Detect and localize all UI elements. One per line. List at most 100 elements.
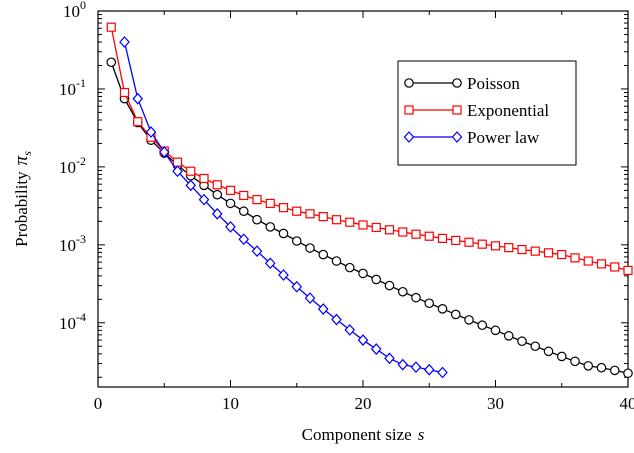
data-point <box>251 245 263 258</box>
data-point <box>145 126 157 138</box>
data-point <box>623 265 633 275</box>
data-point <box>450 309 461 320</box>
data-point <box>410 361 422 373</box>
data-point <box>609 365 620 376</box>
data-point <box>504 243 514 253</box>
legend-label: Poisson <box>467 74 520 93</box>
data-point <box>583 256 593 266</box>
data-point <box>225 198 236 209</box>
data-point <box>490 241 501 251</box>
data-point <box>384 352 395 365</box>
data-point <box>384 280 395 291</box>
data-point <box>517 244 527 255</box>
x-tick-label: 0 <box>94 394 103 413</box>
data-point <box>543 346 554 357</box>
data-point <box>211 207 223 220</box>
data-point <box>186 166 196 176</box>
y-axis-title: Probabilityπs <box>11 151 34 247</box>
data-point <box>305 243 315 253</box>
data-point <box>437 233 448 243</box>
data-point <box>437 366 448 379</box>
data-point <box>278 269 289 281</box>
data-point <box>358 268 368 279</box>
data-point <box>477 320 488 331</box>
legend-box <box>397 60 577 166</box>
data-point <box>172 157 183 167</box>
data-point <box>331 256 342 266</box>
x-axis-title: Component size s <box>302 425 425 444</box>
data-point <box>517 336 527 347</box>
series-power-law <box>119 36 448 379</box>
legend-item: Exponential <box>404 101 549 120</box>
legend-marker <box>404 105 414 115</box>
series-layer <box>106 22 633 379</box>
y-tick-label: 100 <box>63 0 86 21</box>
data-point <box>212 189 223 200</box>
data-point <box>252 195 262 205</box>
legend-marker <box>452 78 462 88</box>
legend-item: Poisson <box>404 74 520 93</box>
series-exponential <box>106 22 633 275</box>
data-point <box>133 117 143 127</box>
data-point <box>106 22 116 32</box>
data-point <box>623 368 633 379</box>
data-point <box>371 222 381 233</box>
data-point <box>424 231 434 241</box>
data-point <box>570 356 580 367</box>
data-point <box>464 237 474 247</box>
legend-marker <box>404 78 414 88</box>
data-point <box>238 233 250 246</box>
data-point <box>423 363 435 376</box>
legend-item: Power law <box>403 128 540 147</box>
data-point <box>264 257 276 270</box>
data-point <box>424 298 435 309</box>
data-point <box>132 92 144 105</box>
data-point <box>199 173 209 184</box>
y-tick-label: 10-4 <box>59 310 86 333</box>
legend-marker <box>452 105 462 115</box>
series-line <box>110 27 629 272</box>
data-point <box>358 220 368 230</box>
data-point <box>119 36 130 48</box>
data-point <box>345 217 355 227</box>
data-point <box>291 236 302 246</box>
legend-label: Power law <box>467 128 540 147</box>
data-point <box>119 87 130 98</box>
data-point <box>278 228 289 239</box>
data-point <box>185 179 197 192</box>
data-point <box>331 313 342 326</box>
data-point <box>318 212 328 222</box>
legend-label: Exponential <box>467 101 549 120</box>
data-point <box>278 203 289 213</box>
data-point <box>317 303 329 315</box>
data-point <box>530 246 540 256</box>
series-line <box>110 62 629 374</box>
data-point <box>292 206 302 216</box>
axis-ticks: 0 10 20 30 40 100 10-1 10-2 10-3 10-4 <box>59 0 634 413</box>
data-point <box>252 214 262 225</box>
legend: Poisson Exponential Power law <box>397 60 577 166</box>
data-point <box>344 262 355 273</box>
y-tick-label: 10-2 <box>59 154 86 177</box>
data-point <box>464 315 474 325</box>
data-point <box>398 227 408 237</box>
data-point <box>318 249 329 260</box>
data-point <box>225 220 236 233</box>
data-point <box>198 193 210 206</box>
data-point <box>291 280 303 293</box>
data-point <box>239 190 249 201</box>
x-tick-label: 40 <box>620 394 634 413</box>
data-point <box>344 324 356 336</box>
data-point <box>225 185 236 195</box>
legend-marker <box>403 131 415 143</box>
data-point <box>437 304 448 314</box>
data-point <box>265 222 276 232</box>
data-point <box>305 209 315 219</box>
data-point <box>106 57 117 68</box>
data-point <box>451 235 461 245</box>
legend-items: Poisson Exponential Power law <box>403 74 549 147</box>
data-point <box>411 292 421 303</box>
data-point <box>331 215 342 225</box>
data-point <box>158 146 170 158</box>
